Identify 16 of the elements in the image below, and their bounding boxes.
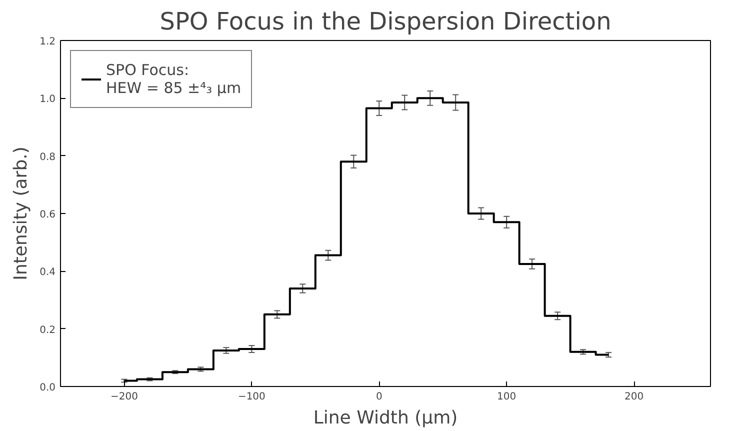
y-tick-label: 0.4 bbox=[40, 267, 56, 278]
x-tick-label: 200 bbox=[624, 392, 644, 402]
y-tick-label: 0.0 bbox=[40, 382, 56, 394]
y-tick-label: 1.2 bbox=[40, 36, 56, 48]
x-tick-label: −200 bbox=[110, 392, 138, 402]
x-tick-label: 0 bbox=[376, 392, 382, 402]
y-axis-title: Intensity (arb.) bbox=[10, 146, 32, 280]
y-tick-label: 0.2 bbox=[40, 324, 56, 336]
y-tick-label: 1.0 bbox=[40, 94, 56, 106]
y-tick-label: 0.8 bbox=[40, 152, 56, 163]
x-axis-title: Line Width (µm) bbox=[313, 408, 458, 428]
legend-label: SPO Focus: HEW = 85 ±⁴₃ µm bbox=[106, 61, 242, 97]
x-tick-label: 100 bbox=[497, 392, 516, 402]
x-tick-label: −100 bbox=[238, 392, 266, 402]
y-tick-label: 0.6 bbox=[40, 210, 56, 220]
chart-title: SPO Focus in the Dispersion Direction bbox=[160, 8, 612, 36]
